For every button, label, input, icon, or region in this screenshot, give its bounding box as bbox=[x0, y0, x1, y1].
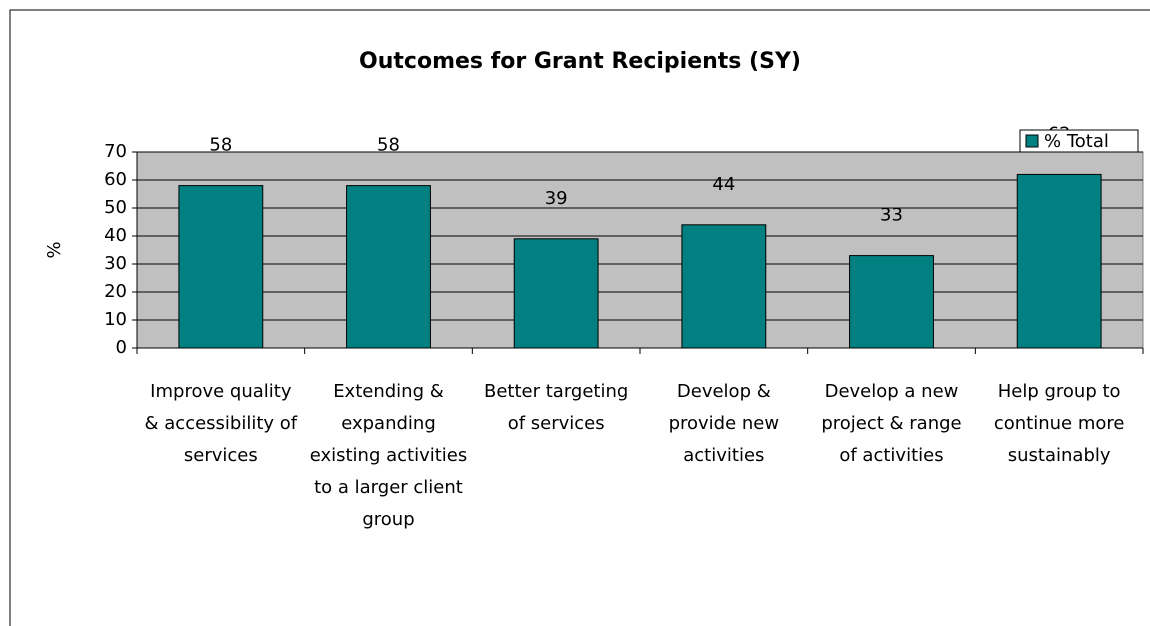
plot-area bbox=[136, 151, 1144, 349]
bar bbox=[681, 224, 767, 349]
legend-swatch bbox=[1025, 134, 1039, 148]
y-tick-label: 30 bbox=[104, 253, 127, 274]
data-label: 44 bbox=[712, 174, 735, 195]
y-axis-label: % bbox=[44, 241, 65, 258]
y-tick-label: 0 bbox=[116, 337, 127, 358]
x-tick-label: Improve quality & accessibility of servi… bbox=[144, 381, 298, 466]
x-tick-label: Develop a new project & range of activit… bbox=[821, 381, 962, 466]
y-tick-label: 70 bbox=[104, 141, 127, 162]
data-label: 33 bbox=[880, 205, 903, 226]
bar bbox=[178, 185, 264, 349]
y-tick-label: 40 bbox=[104, 225, 127, 246]
chart-title: Outcomes for Grant Recipients (SY) bbox=[359, 49, 801, 74]
x-tick-label: Better targeting of services bbox=[484, 381, 629, 434]
data-label: 39 bbox=[545, 188, 568, 209]
y-tick-label: 10 bbox=[104, 309, 127, 330]
legend-label: % Total bbox=[1044, 131, 1109, 152]
x-tick-label: Develop & provide new activities bbox=[668, 381, 780, 466]
data-label: 58 bbox=[377, 135, 400, 156]
x-tick-label: Help group to continue more sustainably bbox=[993, 381, 1125, 466]
y-tick-label: 20 bbox=[104, 281, 127, 302]
data-label: 58 bbox=[209, 135, 232, 156]
bar bbox=[1016, 173, 1102, 349]
bar bbox=[513, 238, 599, 349]
legend-box bbox=[1019, 129, 1139, 153]
y-tick-label: 50 bbox=[104, 197, 127, 218]
y-tick-label: 60 bbox=[104, 169, 127, 190]
x-tick-label: Extending & expanding existing activitie… bbox=[309, 381, 468, 530]
bar bbox=[346, 185, 431, 349]
bar bbox=[849, 255, 934, 349]
